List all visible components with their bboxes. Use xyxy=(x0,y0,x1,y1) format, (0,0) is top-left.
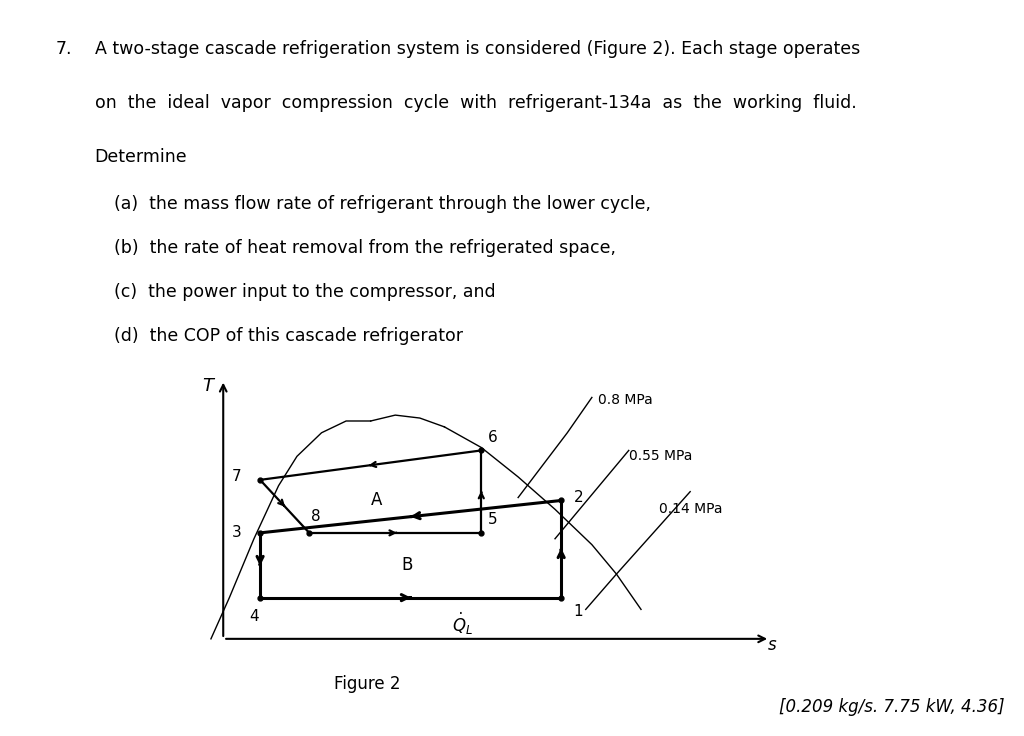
Text: 2: 2 xyxy=(573,490,583,505)
Text: B: B xyxy=(401,556,414,574)
Text: (c)  the power input to the compressor, and: (c) the power input to the compressor, a… xyxy=(115,283,496,301)
Text: $\dot{Q}_L$: $\dot{Q}_L$ xyxy=(453,611,473,637)
Text: A: A xyxy=(371,492,383,509)
Text: 8: 8 xyxy=(310,509,321,524)
Text: A two-stage cascade refrigeration system is considered (Figure 2). Each stage op: A two-stage cascade refrigeration system… xyxy=(94,40,860,57)
Text: [0.209 kg/s. 7.75 kW, 4.36]: [0.209 kg/s. 7.75 kW, 4.36] xyxy=(779,698,1005,715)
Text: (b)  the rate of heat removal from the refrigerated space,: (b) the rate of heat removal from the re… xyxy=(115,239,616,258)
Text: 6: 6 xyxy=(487,430,498,445)
Text: 0.8 MPa: 0.8 MPa xyxy=(598,393,652,408)
Text: 0.55 MPa: 0.55 MPa xyxy=(629,449,692,464)
Text: (a)  the mass flow rate of refrigerant through the lower cycle,: (a) the mass flow rate of refrigerant th… xyxy=(115,195,651,213)
Text: (d)  the COP of this cascade refrigerator: (d) the COP of this cascade refrigerator xyxy=(115,328,463,345)
Text: 5: 5 xyxy=(487,512,497,527)
Text: 7: 7 xyxy=(232,470,242,484)
Text: Determine: Determine xyxy=(94,148,187,166)
Text: T: T xyxy=(203,377,213,394)
Text: 1: 1 xyxy=(573,604,583,618)
Text: 0.14 MPa: 0.14 MPa xyxy=(659,502,723,517)
Text: s: s xyxy=(768,636,776,654)
Text: 3: 3 xyxy=(231,526,242,540)
Text: on  the  ideal  vapor  compression  cycle  with  refrigerant-134a  as  the  work: on the ideal vapor compression cycle wit… xyxy=(94,93,856,112)
Text: Figure 2: Figure 2 xyxy=(335,676,400,693)
Text: 7.: 7. xyxy=(55,40,72,57)
Text: 4: 4 xyxy=(249,609,259,624)
